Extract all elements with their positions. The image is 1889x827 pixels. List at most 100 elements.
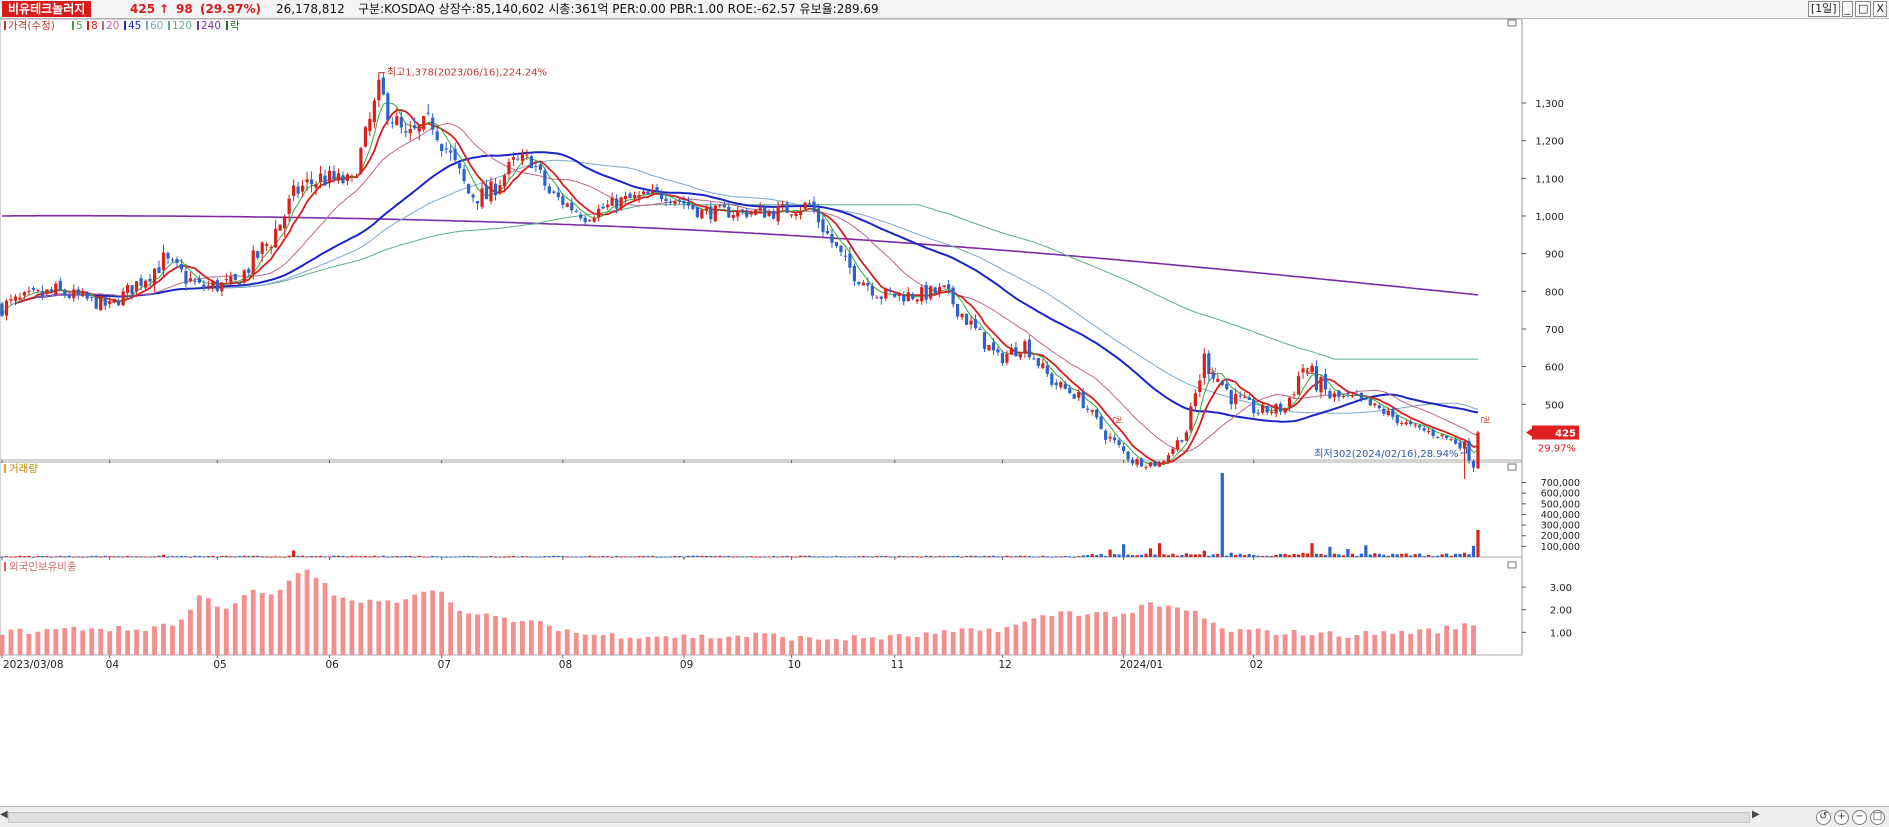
foreign-bar bbox=[62, 628, 68, 655]
candle-body bbox=[897, 293, 901, 296]
volume-bar bbox=[709, 556, 713, 558]
volume-bar bbox=[256, 555, 260, 557]
scroll-right-icon[interactable]: ▶ bbox=[1752, 809, 1760, 820]
volume-bar bbox=[1247, 553, 1251, 557]
candle-body bbox=[1059, 381, 1063, 388]
x-tick-label: 07 bbox=[438, 659, 451, 671]
candle-body bbox=[188, 278, 193, 282]
candle-body bbox=[130, 285, 134, 295]
volume-bar bbox=[466, 555, 471, 557]
current-price: 425 bbox=[130, 2, 156, 16]
candle-body bbox=[359, 148, 363, 174]
foreign-bar bbox=[1381, 631, 1387, 655]
stock-chart[interactable]: 1,300 1,200 1,100 1,000 900 800 700 600 500 최고1,3… bbox=[0, 0, 1889, 806]
volume-bar bbox=[695, 555, 699, 557]
volume-bar bbox=[143, 556, 148, 558]
volume-bar bbox=[1036, 556, 1040, 558]
candle-body bbox=[1207, 353, 1211, 375]
candle-body bbox=[1296, 376, 1301, 395]
volume-bar bbox=[1216, 554, 1220, 557]
volume-bar bbox=[1265, 555, 1269, 557]
candle-body bbox=[991, 342, 996, 351]
candle-body bbox=[704, 208, 708, 211]
candle-body bbox=[1229, 389, 1233, 405]
candle-body bbox=[1319, 377, 1323, 393]
candle-body bbox=[63, 290, 67, 296]
candle-body bbox=[561, 196, 565, 205]
candle-body bbox=[458, 162, 462, 169]
foreign-tick-label: 1.00 bbox=[1550, 628, 1572, 639]
candle-body bbox=[40, 291, 44, 297]
maximize-button[interactable]: □ bbox=[1855, 1, 1872, 17]
candle-body bbox=[121, 291, 125, 306]
volume-bar bbox=[879, 555, 883, 557]
zoom-fit-icon[interactable]: □ bbox=[1870, 810, 1885, 825]
foreign-bar bbox=[941, 630, 947, 655]
volume-bar bbox=[283, 556, 287, 558]
close-button[interactable]: X bbox=[1873, 1, 1887, 17]
candle-body bbox=[76, 289, 80, 296]
volume-bar bbox=[772, 555, 776, 557]
foreign-bar bbox=[1201, 618, 1207, 655]
volume-bar bbox=[18, 555, 22, 557]
candle-body bbox=[229, 276, 233, 282]
rights-marker: 권 bbox=[1479, 416, 1491, 424]
foreign-bar bbox=[277, 589, 283, 655]
candle-body bbox=[1444, 435, 1449, 439]
ma-line-120 bbox=[1, 204, 1478, 360]
candle-body bbox=[220, 282, 224, 292]
candle-body bbox=[552, 191, 556, 193]
foreign-bar bbox=[35, 631, 41, 655]
legend-swatch bbox=[72, 21, 74, 30]
zoom-reset-icon[interactable]: ↺ bbox=[1816, 810, 1831, 825]
candle-body bbox=[1332, 393, 1337, 398]
foreign-bar bbox=[179, 619, 184, 655]
zoom-in-icon[interactable]: + bbox=[1834, 810, 1849, 825]
candle-body bbox=[677, 200, 682, 202]
stock-info: 구분:KOSDAQ 상장수:85,140,602 시총:361억 PER:0.0… bbox=[358, 2, 879, 16]
volume-bar bbox=[336, 555, 341, 557]
volume-bar bbox=[202, 556, 206, 558]
candle-body bbox=[579, 214, 583, 219]
candle-body bbox=[713, 205, 717, 222]
candle-body bbox=[117, 301, 121, 306]
foreign-bar bbox=[1004, 627, 1010, 655]
stock-name[interactable]: 비유테크놀러지 bbox=[2, 1, 92, 17]
period-button[interactable]: [1일] bbox=[1807, 1, 1840, 17]
legend-swatch bbox=[226, 21, 228, 30]
candle-body bbox=[49, 289, 53, 292]
volume-bar bbox=[4, 556, 9, 558]
foreign-bar bbox=[1148, 602, 1153, 655]
volume-bar bbox=[1386, 555, 1390, 557]
volume-bar bbox=[1059, 556, 1063, 558]
candle-body bbox=[1292, 394, 1296, 396]
volume-bar bbox=[1341, 555, 1346, 557]
minimize-button[interactable]: _ bbox=[1841, 1, 1854, 17]
candle-body bbox=[1323, 374, 1328, 390]
foreign-bar bbox=[914, 636, 920, 655]
candle-body bbox=[547, 186, 551, 194]
foreign-bar bbox=[672, 637, 678, 655]
foreign-bar bbox=[268, 594, 274, 655]
ma-line-240 bbox=[1, 214, 1479, 296]
candle-body bbox=[390, 122, 394, 124]
volume-bar bbox=[247, 555, 251, 557]
candle-body bbox=[256, 251, 260, 258]
candle-body bbox=[1270, 411, 1274, 414]
panel-collapse-icon bbox=[1507, 561, 1517, 569]
volume-bar bbox=[1252, 554, 1256, 557]
scroll-left-icon[interactable]: ◀ bbox=[0, 809, 8, 820]
volume-bar bbox=[870, 556, 874, 558]
chart-scrollbar[interactable] bbox=[8, 812, 1750, 823]
candle-body bbox=[637, 195, 641, 198]
foreign-bar bbox=[1103, 611, 1109, 655]
zoom-out-icon[interactable]: − bbox=[1852, 810, 1867, 825]
candle-body bbox=[1121, 446, 1126, 452]
volume-bar bbox=[812, 556, 816, 558]
foreign-bar bbox=[887, 635, 893, 655]
candle-body bbox=[287, 198, 291, 214]
price-tick-label: 900 bbox=[1545, 250, 1564, 261]
foreign-bar bbox=[232, 603, 238, 655]
volume-bar bbox=[1090, 553, 1094, 557]
candle-body bbox=[623, 195, 628, 200]
